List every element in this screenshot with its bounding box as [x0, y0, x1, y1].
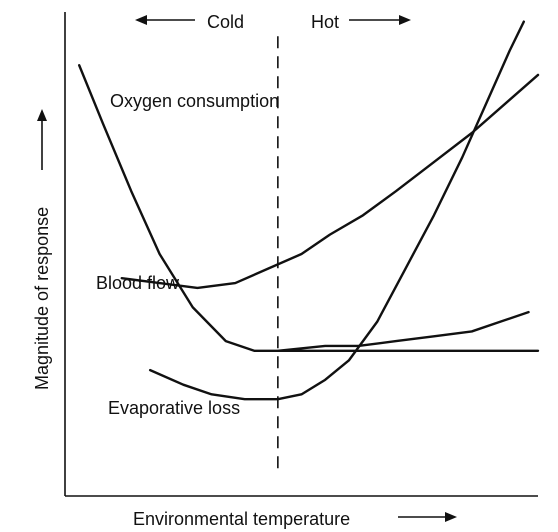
- hot-arrow-head: [399, 15, 411, 25]
- series-label-oxygen-consumption: Oxygen consumption: [110, 91, 279, 111]
- hot-label: Hot: [311, 12, 339, 32]
- y-axis-label: Magnitude of response: [32, 207, 52, 390]
- oxygen-consumption-line: [77, 64, 540, 352]
- y-axis-arrow-head: [37, 109, 47, 121]
- series-label-evaporative-loss: Evaporative loss: [108, 398, 240, 418]
- cold-arrow-head: [135, 15, 147, 25]
- x-axis-arrow-head: [445, 512, 457, 522]
- cold-label: Cold: [207, 12, 244, 32]
- series-label-oxygen-consumption-text: Oxygen consumption: [110, 91, 279, 111]
- evaporative-loss-line: [148, 20, 526, 401]
- series-label-blood-flow: Blood flow: [96, 273, 180, 293]
- series-label-evaporative-loss-text: Evaporative loss: [108, 398, 240, 418]
- x-axis-label: Environmental temperature: [133, 509, 350, 529]
- blood-flow-line: [120, 73, 540, 290]
- series-label-blood-flow-text: Blood flow: [96, 273, 180, 293]
